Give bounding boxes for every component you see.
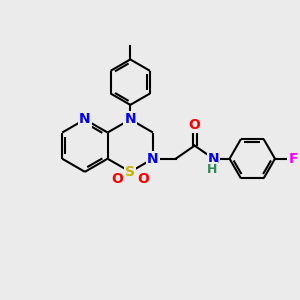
Text: O: O <box>111 172 123 186</box>
Text: O: O <box>137 172 149 186</box>
Text: S: S <box>125 165 135 179</box>
Text: F: F <box>288 152 298 166</box>
Text: N: N <box>208 152 219 166</box>
Text: N: N <box>124 112 136 126</box>
Text: H: H <box>207 163 217 176</box>
Text: N: N <box>79 112 91 126</box>
Text: O: O <box>189 118 201 132</box>
Text: N: N <box>147 152 159 166</box>
